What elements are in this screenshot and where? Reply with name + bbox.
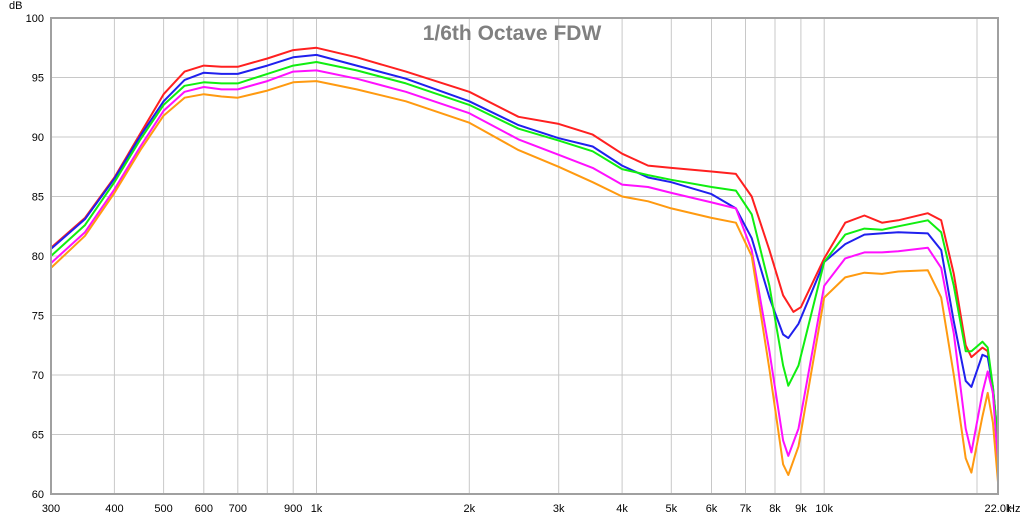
x-tick-label: 7k: [740, 503, 752, 515]
x-tick-label: 2k: [463, 503, 475, 515]
series-line-5: [50, 80, 999, 483]
grid: [50, 17, 998, 495]
x-tick-label: 1k: [311, 503, 323, 515]
x-tick-label: 6k: [706, 503, 718, 515]
y-tick-label: 75: [32, 311, 44, 323]
x-tick-label: 4k: [616, 503, 628, 515]
y-tick-label: 70: [32, 370, 44, 382]
x-tick-label: 700: [229, 503, 247, 515]
x-tick-label: 300: [42, 503, 60, 515]
plot-frame: [50, 17, 999, 495]
y-tick-label: 100: [26, 13, 44, 25]
y-tick-label: 65: [32, 430, 44, 442]
x-axis-ticks: 300 400 500 600 700 900 1k 2k 3k 4k 5k 6k 7k 8k 9k 10k 2…: [42, 503, 1012, 515]
x-tick-label: 9k: [795, 503, 807, 515]
chart-title: 1/6th Octave FDW: [423, 22, 602, 45]
x-tick-label: 500: [154, 503, 172, 515]
series-group: [50, 46, 999, 483]
x-tick-label: 22.0k: [985, 503, 1012, 515]
y-tick-label: 85: [32, 192, 44, 204]
series-line-3: [50, 61, 999, 441]
x-tick-label: 400: [105, 503, 123, 515]
y-axis-ticks: 100 95 90 85 80 75 70 65 60: [26, 13, 44, 501]
plot-border: [50, 17, 999, 495]
y-tick-label: 90: [32, 132, 44, 144]
series-line-2: [50, 53, 999, 441]
x-tick-label: 3k: [553, 503, 565, 515]
x-tick-label: 5k: [665, 503, 677, 515]
series-line-4: [50, 69, 999, 465]
y-tick-label: 95: [32, 73, 44, 85]
x-tick-label: 8k: [769, 503, 781, 515]
series-line-1: [50, 46, 999, 441]
y-tick-label: 80: [32, 251, 44, 263]
y-tick-label: 60: [32, 489, 44, 501]
x-tick-label: 900: [284, 503, 302, 515]
x-tick-label: 10k: [815, 503, 833, 515]
x-tick-label: 600: [195, 503, 213, 515]
x-axis-unit: Hz: [1007, 503, 1020, 515]
y-axis-label: dB: [9, 0, 22, 12]
